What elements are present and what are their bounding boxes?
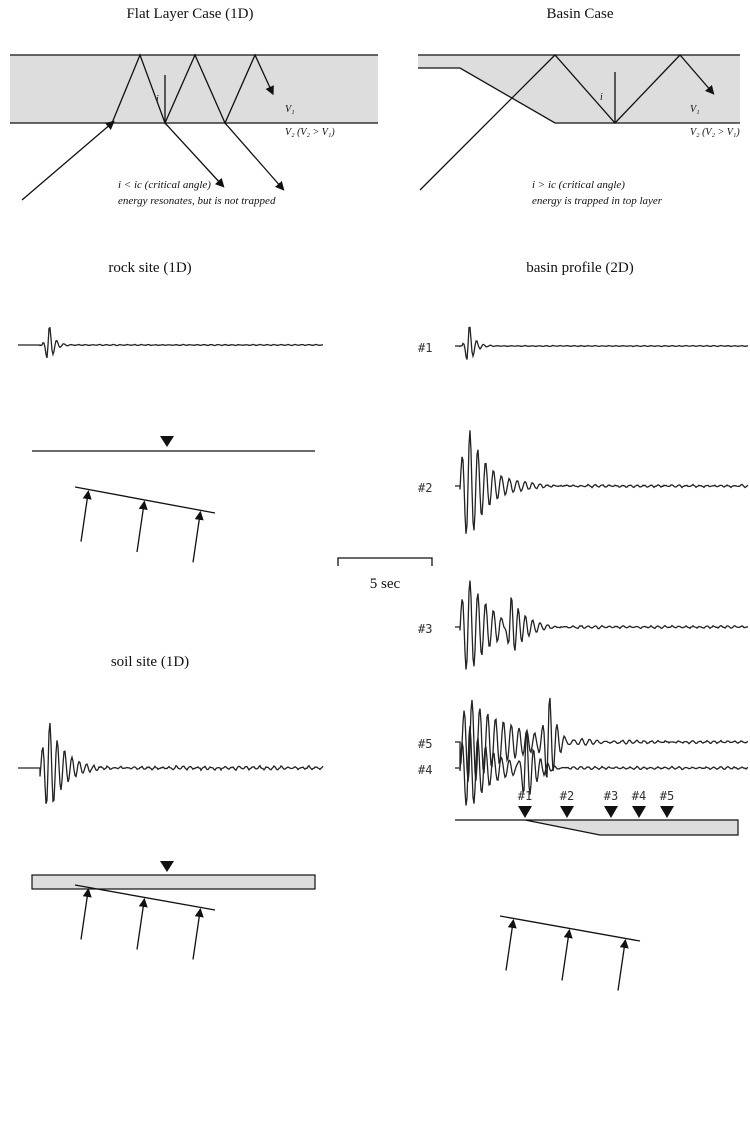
flat-layer-panel: Flat Layer Case (1D) i V₁ V₂ (V₂ > V₁) i… [10,6,378,207]
station-label: #1 [518,789,532,803]
soil-layer [32,875,315,889]
station [604,806,618,818]
caption: energy resonates, but is not trapped [118,195,276,207]
velocity-label: V₁ [285,104,295,115]
arrow [618,943,625,991]
arrow [506,923,513,971]
waveform [455,430,748,533]
angle-label: i [156,94,159,105]
section-title: basin profile (2D) [526,260,633,276]
trace-label: #3 [418,622,432,636]
waveforms [18,327,748,805]
trace-label: #2 [418,481,432,495]
arrow [81,892,88,940]
arrow [137,504,144,552]
station [160,861,174,872]
station [160,436,174,447]
source [75,487,215,562]
source-line [75,487,215,513]
angle-label: i [600,92,603,103]
panel-title: Basin Case [546,6,613,22]
scale-label: 5 sec [370,576,401,592]
layer [10,55,378,123]
waveform [18,328,323,358]
waveform [455,726,748,806]
velocity-label: V₁ [690,104,700,115]
source-line [500,916,640,941]
station [518,806,532,818]
ray [225,123,282,188]
arrow [81,494,88,542]
velocity-label: V₂ (V₂ > V₁) [690,127,740,138]
scale-bar [338,558,432,566]
station-label: #3 [604,789,618,803]
waveform [18,723,323,804]
figure: Flat Layer Case (1D) i V₁ V₂ (V₂ > V₁) i… [0,0,750,1122]
station-label: #5 [660,789,674,803]
station [632,806,646,818]
trace-label: #4 [418,763,432,777]
caption: energy is trapped in top layer [532,195,663,207]
waveform [455,327,748,359]
trace-label: #5 [418,737,432,751]
arrow [193,912,200,960]
station [560,806,574,818]
basin-fill [525,820,738,835]
basin-panel: Basin Case i V₁ V₂ (V₂ > V₁) i > ic (cri… [418,6,740,207]
section-title: soil site (1D) [111,654,189,670]
arrow [562,933,569,981]
velocity-label: V₂ (V₂ > V₁) [285,127,335,138]
waveform [455,581,748,670]
arrow [137,902,144,950]
ray [165,123,222,185]
station-label: #2 [560,789,574,803]
ray [22,123,112,200]
caption: i < ic (critical angle) [118,179,211,191]
station-label: #4 [632,789,646,803]
source [500,916,640,991]
source [75,885,215,960]
caption: i > ic (critical angle) [532,179,625,191]
arrow [193,514,200,562]
panel-title: Flat Layer Case (1D) [126,6,253,22]
station [660,806,674,818]
trace-label: #1 [418,341,432,355]
section-title: rock site (1D) [108,260,191,276]
